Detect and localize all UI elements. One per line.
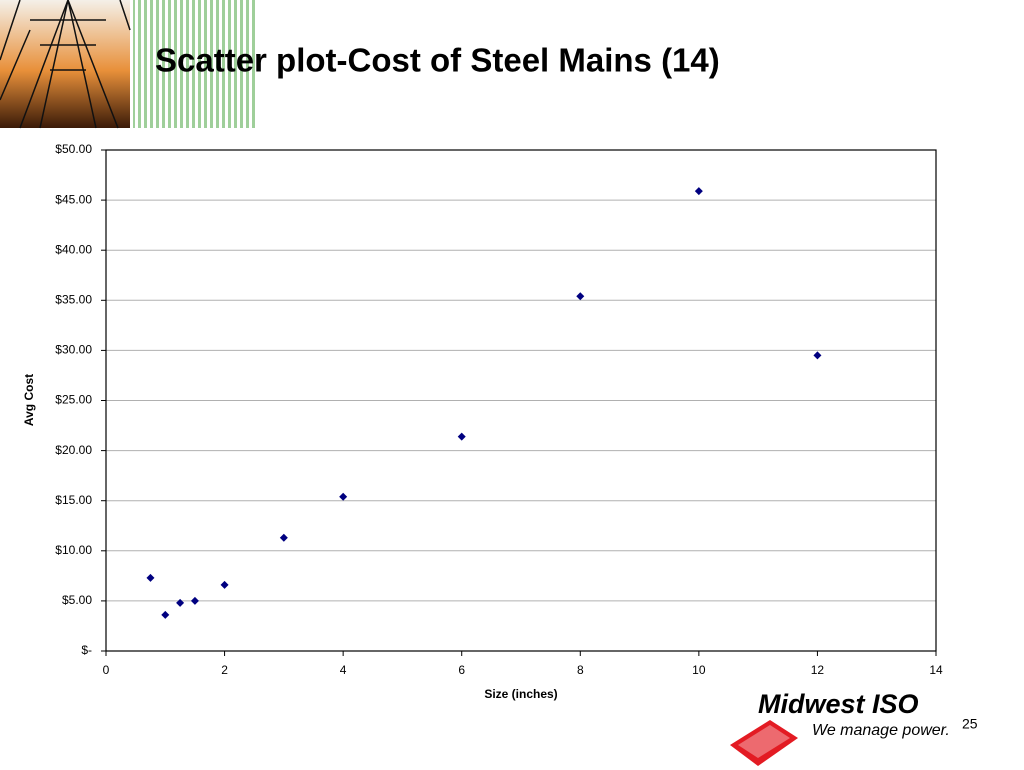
point [146,573,155,582]
y-tick-label: $40.00 [55,242,92,256]
logo-name: Midwest ISO [758,689,919,719]
header-photo [0,0,130,128]
y-tick-label: $10.00 [55,543,92,557]
x-tick-label: 0 [103,663,110,677]
slide-title: Scatter plot-Cost of Steel Mains (14) [155,42,720,79]
x-tick-label: 12 [811,663,825,677]
plot-border [105,149,937,652]
logo-tagline: We manage power. [812,722,950,739]
pylon-art [0,0,131,129]
y-tick-label: $20.00 [55,443,92,457]
y-tick-label: $15.00 [55,493,92,507]
x-tick-label: 10 [692,663,706,677]
point [457,432,466,441]
y-tick-label: $35.00 [55,292,92,306]
x-tick-label: 2 [221,663,228,677]
point [279,533,288,542]
x-tick-label: 8 [577,663,584,677]
point [694,187,703,196]
y-tick-label: $45.00 [55,192,92,206]
point [220,580,229,589]
point [161,610,170,619]
y-tick-label: $25.00 [55,393,92,407]
y-tick-label: $50.00 [55,142,92,156]
chart: $- $5.00 $10.00 $15.00 $20.00 $25.00 $30.00 $35… [22,142,943,701]
y-tick-label: $5.00 [62,593,92,607]
x-tick-label: 4 [340,663,347,677]
point [190,596,199,605]
x-tick-label: 6 [458,663,465,677]
logo: Midwest ISO We manage power. [730,689,950,766]
point [813,351,822,360]
y-axis-label: Avg Cost [22,374,36,426]
point [176,598,185,607]
page-number: 25 [962,716,978,732]
x-axis-label: Size (inches) [484,687,557,701]
point [339,492,348,501]
y-tick-label: $- [81,643,92,657]
point [576,292,585,301]
x-tick-label: 14 [929,663,943,677]
y-tick-label: $30.00 [55,343,92,357]
header-stripes [133,0,257,128]
